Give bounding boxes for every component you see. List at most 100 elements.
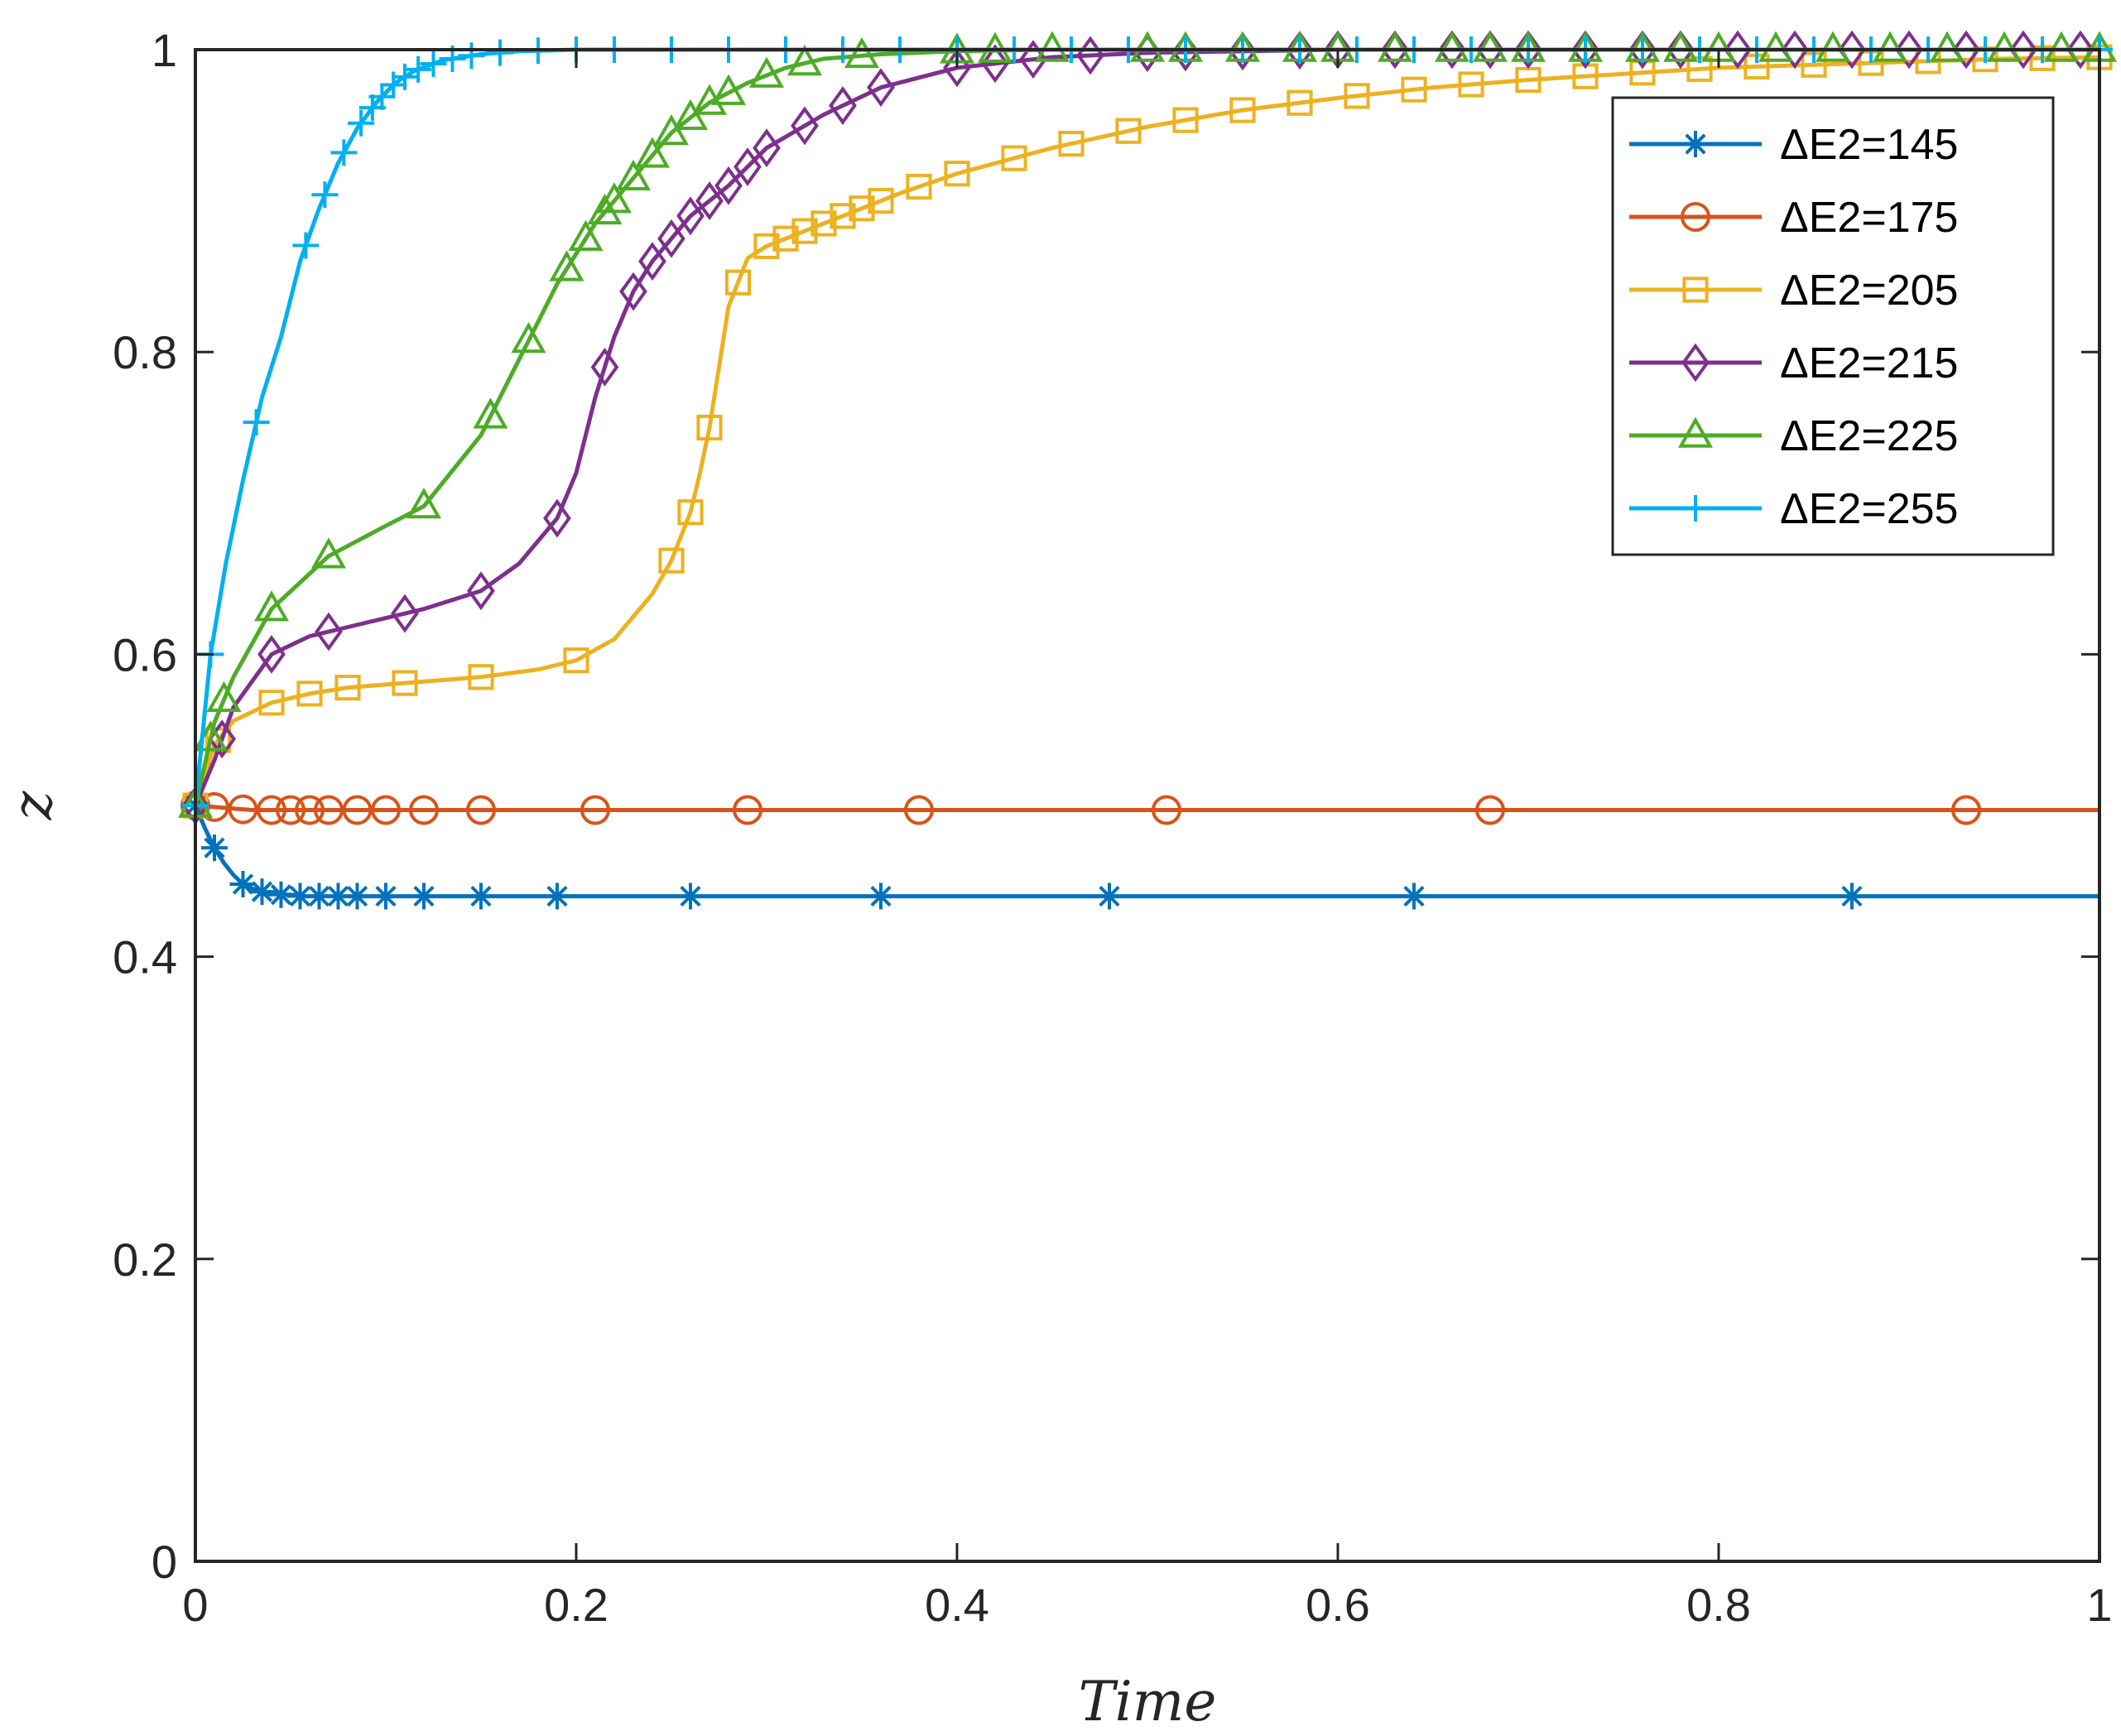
data-point-marker bbox=[549, 250, 584, 281]
data-point-marker bbox=[677, 882, 704, 910]
data-point-marker bbox=[868, 188, 894, 214]
data-point-marker bbox=[1058, 130, 1085, 157]
data-point-marker bbox=[420, 50, 447, 78]
data-point-marker bbox=[458, 42, 485, 70]
data-point-marker bbox=[653, 113, 690, 146]
data-point-marker bbox=[1781, 30, 1809, 70]
data-point-marker bbox=[1724, 30, 1752, 70]
data-point-marker bbox=[206, 680, 242, 712]
data-point-marker bbox=[672, 99, 709, 130]
legend-entry: ΔE2=225 bbox=[1629, 412, 1958, 460]
data-point-marker bbox=[1286, 31, 1314, 70]
y-axis-label: z bbox=[1, 790, 65, 820]
data-point-marker bbox=[868, 882, 894, 910]
data-point-marker bbox=[296, 680, 323, 707]
data-point-marker bbox=[330, 139, 358, 166]
data-point-marker bbox=[638, 242, 666, 281]
data-point-marker bbox=[2043, 31, 2080, 62]
data-point-marker bbox=[1514, 30, 1542, 70]
data-point-marker bbox=[596, 182, 632, 214]
data-point-marker bbox=[1895, 30, 1923, 70]
data-point-marker bbox=[267, 881, 295, 908]
data-point-marker bbox=[405, 55, 432, 83]
data-point-marker bbox=[368, 83, 396, 110]
data-point-marker bbox=[325, 882, 352, 910]
data-point-marker bbox=[696, 414, 723, 441]
series-1 bbox=[182, 792, 2099, 910]
data-point-marker bbox=[733, 795, 762, 825]
data-point-marker bbox=[2066, 30, 2095, 70]
data-point-marker bbox=[1096, 882, 1123, 910]
data-point-marker bbox=[409, 795, 439, 825]
data-point-marker bbox=[657, 219, 685, 258]
data-point-marker bbox=[305, 882, 333, 910]
data-point-marker bbox=[1287, 89, 1313, 116]
x-tick-label: 0.2 bbox=[544, 1579, 608, 1631]
x-tick-label: 0.4 bbox=[925, 1579, 989, 1631]
data-point-marker bbox=[342, 795, 373, 825]
y-tick-label: 0 bbox=[152, 1536, 177, 1588]
data-point-marker bbox=[844, 36, 880, 69]
data-point-marker bbox=[1377, 31, 1413, 62]
data-point-marker bbox=[1172, 107, 1199, 133]
legend-marker bbox=[1681, 202, 1710, 232]
y-tick-label: 0.8 bbox=[113, 326, 177, 378]
data-point-marker bbox=[1952, 30, 1980, 70]
data-point-marker bbox=[371, 795, 401, 825]
axis-ticks: 0 0.2 0.4 0.6 0.8 1 0 0.2 0.4 0.6 0.8 1 bbox=[113, 24, 2112, 1631]
data-point-marker bbox=[1839, 882, 1865, 910]
data-point-marker bbox=[348, 109, 375, 137]
data-point-marker bbox=[1401, 882, 1427, 910]
data-point-marker bbox=[473, 397, 508, 429]
data-point-marker bbox=[615, 159, 652, 191]
data-point-marker bbox=[695, 181, 724, 221]
data-point-marker bbox=[1152, 795, 1181, 825]
series-line bbox=[193, 805, 2099, 899]
data-point-marker bbox=[1628, 30, 1657, 70]
data-point-marker bbox=[710, 74, 747, 105]
data-point-marker bbox=[753, 233, 780, 259]
data-point-marker bbox=[791, 218, 818, 244]
data-point-marker bbox=[791, 106, 819, 146]
axes-box bbox=[194, 48, 2101, 1563]
data-point-marker bbox=[1666, 30, 1695, 70]
data-point-marker bbox=[658, 547, 685, 574]
legend-entry: ΔE2=255 bbox=[1629, 485, 1958, 533]
data-point-marker bbox=[1344, 83, 1370, 109]
y-tick-label: 0.6 bbox=[113, 628, 177, 680]
data-point-marker bbox=[733, 147, 762, 186]
data-point-marker bbox=[286, 882, 314, 910]
data-point-marker bbox=[634, 137, 671, 168]
data-point-marker bbox=[468, 882, 494, 910]
legend-box bbox=[1611, 96, 2055, 556]
data-point-marker bbox=[1838, 30, 1866, 70]
data-point-marker bbox=[1458, 71, 1484, 98]
data-point-marker bbox=[276, 795, 305, 825]
data-point-marker bbox=[253, 590, 290, 622]
data-point-marker bbox=[677, 499, 704, 526]
legend-entry: ΔE2=175 bbox=[1629, 194, 1958, 242]
data-point-marker bbox=[906, 173, 932, 200]
data-point-marker bbox=[568, 219, 604, 252]
data-point-marker bbox=[619, 272, 647, 311]
data-point-marker bbox=[243, 409, 270, 436]
data-point-marker bbox=[248, 878, 276, 906]
legend-label: ΔE2=215 bbox=[1780, 339, 1958, 387]
data-point-marker bbox=[830, 203, 856, 229]
legend-marker bbox=[1682, 131, 1709, 157]
data-point-marker bbox=[295, 795, 325, 825]
data-point-marker bbox=[511, 322, 546, 353]
y-tick-label: 1 bbox=[152, 24, 177, 76]
data-point-marker bbox=[580, 795, 610, 825]
data-point-marker bbox=[1115, 118, 1142, 144]
legend-label: ΔE2=255 bbox=[1780, 485, 1958, 533]
data-point-marker bbox=[1472, 31, 1508, 62]
data-point-marker bbox=[334, 674, 361, 701]
x-tick-label: 1 bbox=[2086, 1579, 2112, 1631]
data-point-marker bbox=[229, 870, 257, 897]
x-tick-label: 0 bbox=[182, 1579, 208, 1631]
data-point-marker bbox=[391, 594, 419, 633]
legend-marker bbox=[1682, 495, 1709, 522]
data-point-marker bbox=[467, 571, 495, 611]
legend-label: ΔE2=145 bbox=[1780, 121, 1958, 169]
